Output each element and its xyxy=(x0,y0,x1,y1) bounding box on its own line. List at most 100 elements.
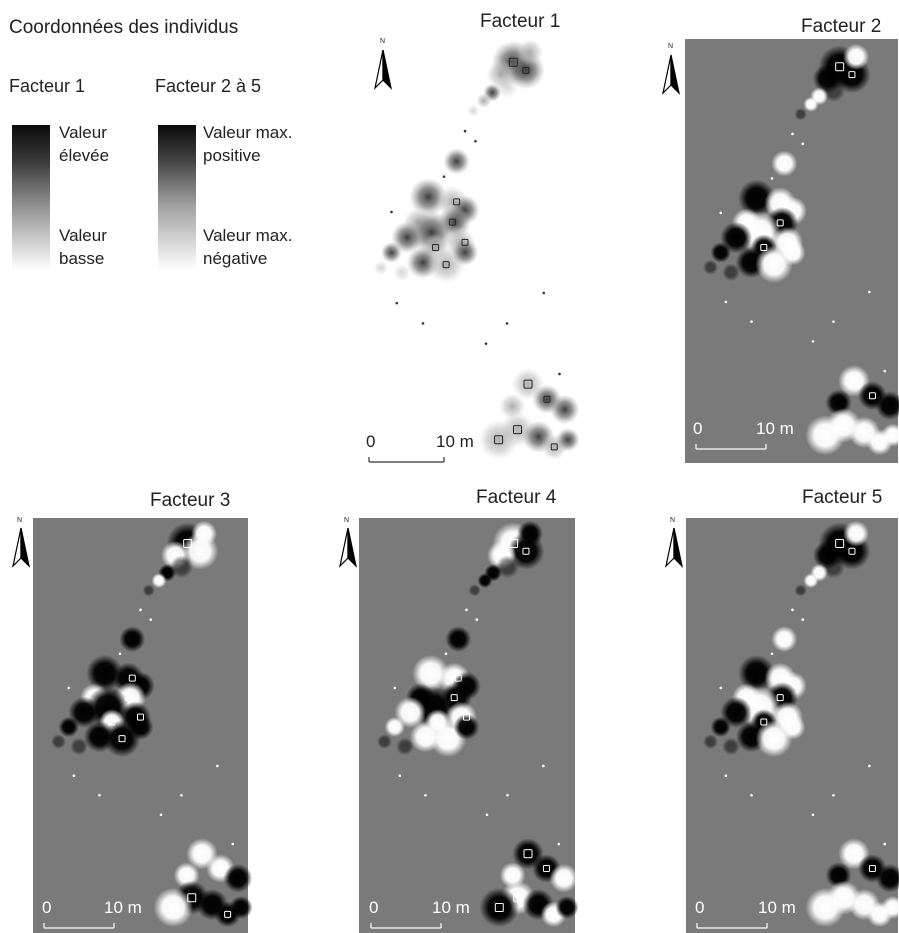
feature-outline xyxy=(776,219,784,227)
feature-outline xyxy=(128,674,136,682)
feature-halo xyxy=(51,734,66,750)
north-arrow-facteur3-left xyxy=(11,527,22,568)
panel-title-facteur2: Facteur 2 xyxy=(801,16,882,37)
feature-outline xyxy=(523,849,533,859)
feature-outline xyxy=(770,735,778,743)
feature-point xyxy=(444,652,448,656)
north-letter-facteur3: N xyxy=(17,517,23,524)
feature-point xyxy=(463,129,467,133)
feature-point xyxy=(542,291,546,295)
feature-halo xyxy=(771,150,798,177)
feature-halo xyxy=(451,239,479,266)
feature-point xyxy=(868,290,871,294)
feature-halo xyxy=(223,863,253,893)
scale-end-facteur3: 10 m xyxy=(104,898,142,917)
feature-point xyxy=(868,764,871,768)
panel-title-facteur3: Facteur 3 xyxy=(150,490,231,511)
feature-outline xyxy=(820,430,830,440)
feature-halo xyxy=(771,626,798,653)
legend-facteur25-label: Facteur 2 à 5 xyxy=(155,76,262,96)
feature-halo xyxy=(549,394,580,425)
scale-start-facteur1: 0 xyxy=(366,432,376,451)
feature-halo xyxy=(127,714,154,740)
feature-outline xyxy=(780,674,788,682)
feature-halo xyxy=(384,716,405,738)
feature-halo xyxy=(875,863,899,893)
feature-point xyxy=(883,369,887,373)
feature-outline xyxy=(137,713,144,721)
feature-point xyxy=(832,320,835,323)
feature-halo xyxy=(478,419,520,461)
feature-halo xyxy=(703,734,718,750)
panel-title-facteur5: Facteur 5 xyxy=(802,487,883,508)
feature-outline xyxy=(453,198,461,206)
feature-outline xyxy=(835,62,845,72)
feature-outline xyxy=(444,735,452,743)
feature-point xyxy=(72,774,76,778)
feature-point xyxy=(770,652,774,656)
feature-halo xyxy=(722,737,740,756)
feature-outline xyxy=(494,902,504,912)
panel-title-facteur4: Facteur 4 xyxy=(476,487,557,508)
feature-halo xyxy=(479,887,520,928)
feature-outline xyxy=(168,902,178,912)
feature-point xyxy=(98,793,101,797)
feature-halo xyxy=(443,148,470,175)
feature-halo xyxy=(58,716,79,738)
feature-point xyxy=(791,608,794,612)
feature-point xyxy=(180,793,183,797)
feature-point xyxy=(719,686,723,690)
scale-start-facteur2: 0 xyxy=(693,419,703,438)
scale-start-facteur4: 0 xyxy=(369,898,379,917)
legend-facteur25-low: Valeur max. négative xyxy=(203,226,293,268)
north-letter-facteur1: N xyxy=(380,38,386,45)
feature-point xyxy=(505,322,509,325)
feature-point xyxy=(395,301,399,305)
feature-outline xyxy=(448,218,456,226)
feature-outline xyxy=(550,910,558,918)
feature-point xyxy=(542,764,545,768)
feature-point xyxy=(724,300,728,304)
feature-outline xyxy=(183,538,193,548)
feature-point xyxy=(159,813,163,817)
feature-outline xyxy=(196,547,204,555)
feature-halo xyxy=(392,263,412,282)
feature-halo xyxy=(516,38,544,66)
feature-outline xyxy=(197,849,207,859)
legend-heading: Coordonnées des individus xyxy=(9,17,239,38)
feature-point xyxy=(719,211,723,215)
feature-point xyxy=(465,608,468,612)
feature-outline xyxy=(876,438,884,446)
feature-outline xyxy=(124,694,132,702)
scale-start-facteur3: 0 xyxy=(42,898,52,917)
feature-outline xyxy=(820,902,830,912)
feature-outline xyxy=(849,376,859,386)
feature-halo xyxy=(881,423,899,447)
scale-end-facteur5: 10 m xyxy=(758,898,796,917)
feature-outline xyxy=(522,547,530,555)
feature-point xyxy=(231,842,235,846)
scale-end-facteur4: 10 m xyxy=(432,898,470,917)
feature-point xyxy=(770,177,774,180)
feature-halo xyxy=(476,93,492,109)
feature-halo xyxy=(805,415,846,456)
feature-point xyxy=(750,793,753,797)
feature-point xyxy=(149,618,153,621)
feature-halo xyxy=(803,573,819,589)
feature-outline xyxy=(463,713,470,721)
legend-facteur25-high: Valeur max. positive xyxy=(203,123,293,165)
feature-point xyxy=(558,372,561,376)
feature-halo xyxy=(70,737,88,756)
north-letter-facteur5: N xyxy=(670,517,676,524)
north-arrow-facteur5-right xyxy=(673,527,684,568)
feature-outline xyxy=(432,243,440,251)
feature-outline xyxy=(876,910,884,918)
feature-point xyxy=(832,793,835,797)
feature-outline xyxy=(868,392,876,400)
feature-outline xyxy=(776,694,784,702)
feature-halo xyxy=(467,104,480,118)
feature-outline xyxy=(789,239,796,247)
feature-outline xyxy=(523,379,533,389)
feature-outline xyxy=(839,420,849,430)
